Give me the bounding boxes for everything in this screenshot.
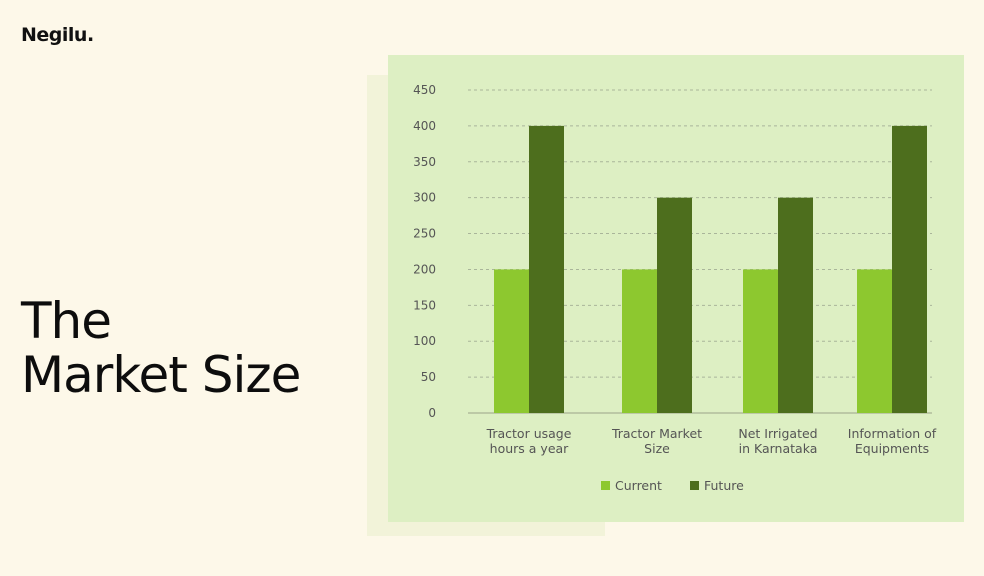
y-tick-label: 50 xyxy=(421,370,436,384)
bar-current xyxy=(743,269,778,413)
y-tick-label: 150 xyxy=(413,298,436,312)
y-tick-label: 100 xyxy=(413,334,436,348)
legend-swatch-future xyxy=(690,481,699,490)
x-tick-label: Size xyxy=(644,441,670,456)
bar-future xyxy=(892,125,927,413)
bar-future xyxy=(529,125,564,413)
y-tick-label: 250 xyxy=(413,227,436,241)
legend-label-future: Future xyxy=(704,478,744,493)
y-tick-label: 450 xyxy=(413,83,436,97)
legend-label-current: Current xyxy=(615,478,662,493)
page-title: The Market Size xyxy=(21,292,301,404)
x-tick-label: hours a year xyxy=(490,441,569,456)
x-tick-label: Equipments xyxy=(855,441,929,456)
bar-future xyxy=(657,197,692,413)
y-tick-label: 350 xyxy=(413,155,436,169)
y-tick-label: 0 xyxy=(428,406,436,420)
y-tick-label: 400 xyxy=(413,119,436,133)
x-tick-label: Net Irrigated xyxy=(738,426,817,441)
x-tick-label: Tractor usage xyxy=(486,426,572,441)
title-line-2: Market Size xyxy=(21,346,301,404)
bar-current xyxy=(622,269,657,413)
legend-swatch-current xyxy=(601,481,610,490)
title-line-1: The xyxy=(21,292,112,350)
market-size-chart: 0 50 100 150 200 250 300 350 400 450 Tractor usage… xyxy=(413,83,937,493)
bar-future xyxy=(778,197,813,413)
x-tick-label: Information of xyxy=(848,426,937,441)
chart-card: 0 50 100 150 200 250 300 350 400 450 Tractor usage… xyxy=(388,55,964,522)
x-tick-label: Tractor Market xyxy=(611,426,702,441)
x-tick-label: in Karnataka xyxy=(739,441,818,456)
brand-logo: Negilu. xyxy=(21,24,94,46)
y-tick-label: 200 xyxy=(413,262,436,276)
bar-current xyxy=(857,269,892,413)
y-tick-label: 300 xyxy=(413,191,436,205)
bar-current xyxy=(494,269,529,413)
